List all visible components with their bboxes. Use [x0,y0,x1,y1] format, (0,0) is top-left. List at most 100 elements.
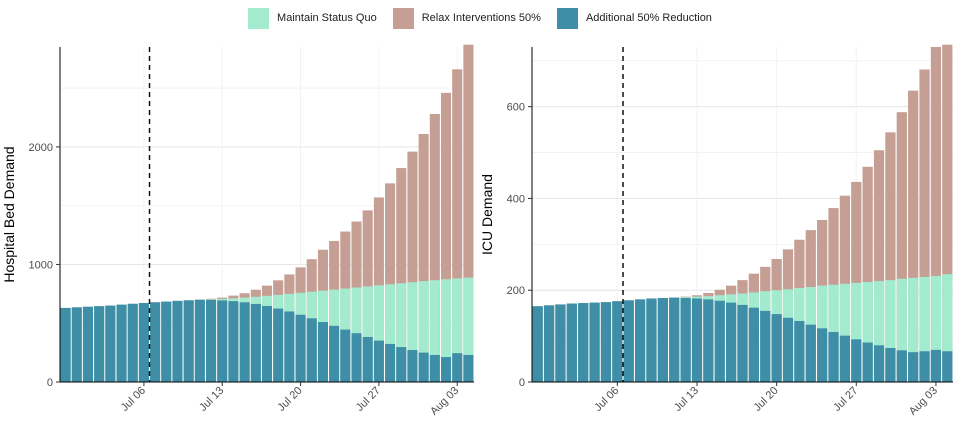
bar [407,151,418,382]
x-tick-label: Jul 06 [119,385,148,414]
bar [317,322,328,382]
bar [908,277,919,382]
bar [578,303,589,382]
bar [942,351,953,382]
x-tick-label: Jul 27 [354,385,383,414]
bar [273,308,284,382]
panel-0: 0 1000 2000 Jul 06 Jul 13 Jul 20 Jul 27 Aug 03 H… [1,44,474,418]
bar [942,44,953,383]
y-axis-label: ICU Demand [479,174,495,255]
bar [340,329,351,382]
bar [851,181,862,382]
bar [942,274,953,382]
bar [919,351,930,382]
y-tick-label: 1000 [29,259,53,271]
bar [228,301,239,382]
x-tick-label: Jul 20 [275,385,304,414]
bar [396,347,407,382]
bar [396,283,407,382]
bar [60,307,71,382]
x-tick-label: Jul 06 [592,385,621,414]
bar [862,166,873,382]
bar [657,298,668,382]
legend-label-reduce: Additional 50% Reduction [585,12,712,24]
y-axis-label: Hospital Bed Demand [1,146,17,282]
bar [239,302,250,382]
x-tick-label: Jul 27 [831,385,860,414]
bar [771,314,782,382]
bar [385,183,396,382]
bar [908,352,919,382]
legend-label-relax: Relax Interventions 50% [421,12,541,24]
bar [930,349,942,382]
bar [161,301,172,382]
bar [817,328,828,382]
bar [463,44,474,383]
bar [206,299,217,382]
bar [150,302,161,382]
bar [71,307,82,382]
bar [452,278,463,382]
bar [172,300,183,382]
bar [429,354,440,382]
bar [839,283,851,382]
bar [82,306,94,382]
bar [440,279,452,382]
bar [634,299,646,382]
bar [385,343,396,382]
bar [600,302,612,382]
bar [885,280,896,382]
panel-1: 0 200 400 600 Jul 06 Jul 13 Jul 20 Jul 27 Aug 03… [479,44,953,418]
bar [373,340,384,382]
bar [329,325,340,382]
bar [306,318,317,382]
bar [851,339,862,382]
bar [760,310,771,382]
x-tick-label: Aug 03 [907,385,940,418]
series-2 [60,299,474,382]
bar [105,305,116,382]
legend-swatch-reduce [556,7,578,29]
bar [703,299,714,382]
bar [295,314,306,382]
x-tick-label: Jul 13 [197,385,226,414]
bar [418,281,429,382]
bar [463,354,474,382]
bar [116,304,127,382]
bar [862,342,873,382]
bar [896,278,907,382]
y-tick-label: 600 [507,102,525,114]
bar [612,301,623,382]
bar [589,302,600,382]
bar [452,69,463,382]
bar [885,132,896,382]
legend-label-maintain: Maintain Status Quo [277,12,377,24]
bar [429,280,440,382]
y-tick-label: 2000 [29,142,53,154]
y-tick-label: 200 [507,285,525,297]
bar [782,317,794,382]
bar [748,307,759,382]
bar [873,345,885,382]
bar [896,350,907,382]
bar [94,306,105,382]
bar [362,286,373,382]
bar [623,300,634,382]
bar [930,275,942,382]
bar [543,305,555,382]
bar [828,331,839,382]
bar [805,324,816,382]
x-tick-label: Jul 13 [672,385,701,414]
bar [919,276,930,382]
bar [418,133,429,382]
bar [362,336,373,382]
bar [385,284,396,382]
bar [669,297,680,382]
bar [680,298,691,382]
bar [873,150,885,382]
bar [555,304,566,382]
y-tick-label: 0 [519,377,525,389]
x-tick-label: Jul 20 [752,385,781,414]
bar [691,298,703,382]
